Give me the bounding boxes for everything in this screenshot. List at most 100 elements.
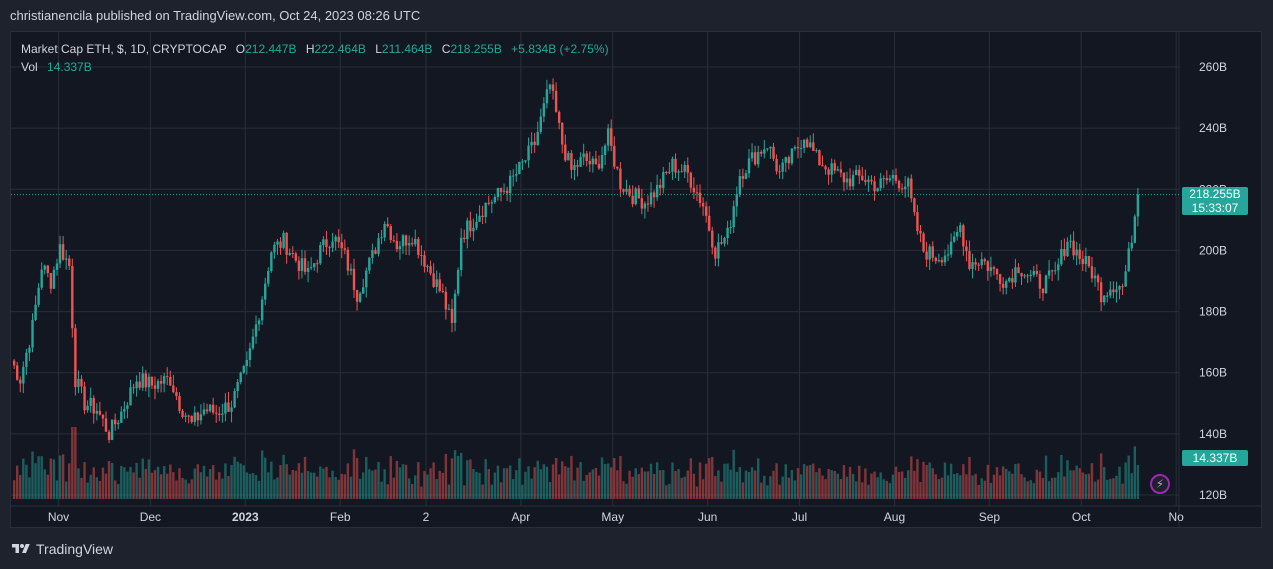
- candlestick-chart[interactable]: 260B240B220B200B180B160B140B120BNovDec20…: [11, 32, 1261, 527]
- volume-bar: [545, 466, 549, 499]
- candle: [1081, 250, 1084, 272]
- candle: [622, 188, 625, 195]
- candle-body: [772, 146, 775, 159]
- candle-body: [1026, 275, 1029, 277]
- candle-body: [138, 381, 141, 388]
- candle: [628, 185, 631, 198]
- tradingview-brand[interactable]: TradingView: [10, 541, 113, 557]
- candle-body: [585, 153, 588, 161]
- candle-body: [352, 268, 356, 291]
- candle: [196, 411, 200, 427]
- volume-bar: [1078, 468, 1081, 499]
- candle: [858, 165, 861, 185]
- candle: [288, 248, 291, 257]
- volume-bar: [557, 474, 561, 499]
- legend-open-label: O: [235, 42, 246, 56]
- candle: [744, 169, 748, 180]
- candle-body: [1093, 275, 1097, 279]
- volume-bar: [619, 456, 622, 499]
- candle-body: [622, 189, 625, 192]
- candle: [435, 270, 438, 294]
- candle: [796, 137, 800, 159]
- candle: [536, 121, 539, 146]
- candle: [343, 239, 347, 255]
- volume-bar: [1069, 470, 1072, 499]
- candle-body: [355, 290, 359, 302]
- candle: [1087, 255, 1091, 268]
- lightning-icon[interactable]: ⚡: [1150, 474, 1170, 494]
- candle: [107, 429, 111, 444]
- candle-body: [230, 407, 233, 412]
- chart-frame[interactable]: 260B240B220B200B180B160B140B120BNovDec20…: [10, 31, 1262, 528]
- candle-body: [123, 408, 126, 412]
- volume-bar: [781, 476, 784, 499]
- candle: [882, 175, 885, 189]
- x-tick-label: 2: [423, 510, 430, 524]
- candle-body: [579, 157, 582, 167]
- candle: [515, 163, 518, 182]
- volume-bar: [793, 480, 797, 499]
- candle: [337, 229, 340, 248]
- volume-bar: [980, 478, 983, 499]
- candle-body: [1087, 255, 1091, 267]
- candle: [925, 241, 928, 268]
- candle: [291, 246, 294, 259]
- candle-body: [1032, 271, 1035, 275]
- candle: [888, 174, 892, 183]
- candle-body: [959, 225, 962, 233]
- volume-bar: [1063, 476, 1066, 499]
- volume-bar: [1054, 477, 1057, 499]
- volume-bar: [1109, 478, 1112, 499]
- candle: [447, 304, 451, 311]
- y-tick-label: 160B: [1199, 366, 1227, 380]
- candle-body: [193, 412, 196, 422]
- candle: [919, 225, 922, 243]
- volume-bar: [518, 458, 521, 499]
- volume-bar: [894, 466, 898, 499]
- candle-body: [285, 232, 288, 255]
- candle: [916, 204, 919, 235]
- candle-body: [720, 242, 723, 244]
- volume-bar: [775, 463, 778, 499]
- candle: [610, 119, 613, 152]
- volume-bar: [640, 467, 644, 499]
- volume-bar: [502, 468, 506, 499]
- candle: [83, 381, 86, 415]
- volume-bar: [438, 470, 441, 499]
- candle-body: [404, 235, 408, 246]
- candle-body: [309, 267, 313, 269]
- candle-body: [276, 241, 279, 245]
- volume-bar: [949, 463, 953, 499]
- candle: [120, 406, 123, 424]
- candle: [689, 171, 693, 193]
- volume-bar: [1121, 483, 1124, 499]
- candle-body: [1112, 289, 1115, 293]
- candle: [187, 414, 190, 424]
- candle-body: [974, 262, 977, 265]
- candle-body: [815, 150, 818, 152]
- candle-body: [337, 236, 340, 243]
- candle-body: [83, 386, 86, 411]
- volume-bar: [31, 451, 34, 499]
- candle-body: [888, 178, 892, 181]
- volume-bar: [861, 482, 864, 499]
- volume-bar: [141, 458, 144, 499]
- candle: [542, 97, 546, 123]
- volume-bar: [922, 461, 925, 499]
- candle: [58, 235, 62, 269]
- candle: [625, 179, 628, 195]
- candle: [1014, 258, 1017, 287]
- candle-body: [1035, 271, 1039, 275]
- candle: [1011, 268, 1014, 289]
- candle: [720, 235, 723, 245]
- candle-body: [22, 366, 25, 384]
- candle: [313, 262, 316, 271]
- candle-body: [885, 178, 889, 181]
- candle: [971, 253, 974, 279]
- candle-body: [781, 162, 784, 172]
- volume-bar: [242, 465, 245, 499]
- candle-body: [649, 192, 653, 205]
- candle-body: [732, 206, 735, 228]
- candle: [606, 123, 610, 152]
- candle: [818, 149, 821, 166]
